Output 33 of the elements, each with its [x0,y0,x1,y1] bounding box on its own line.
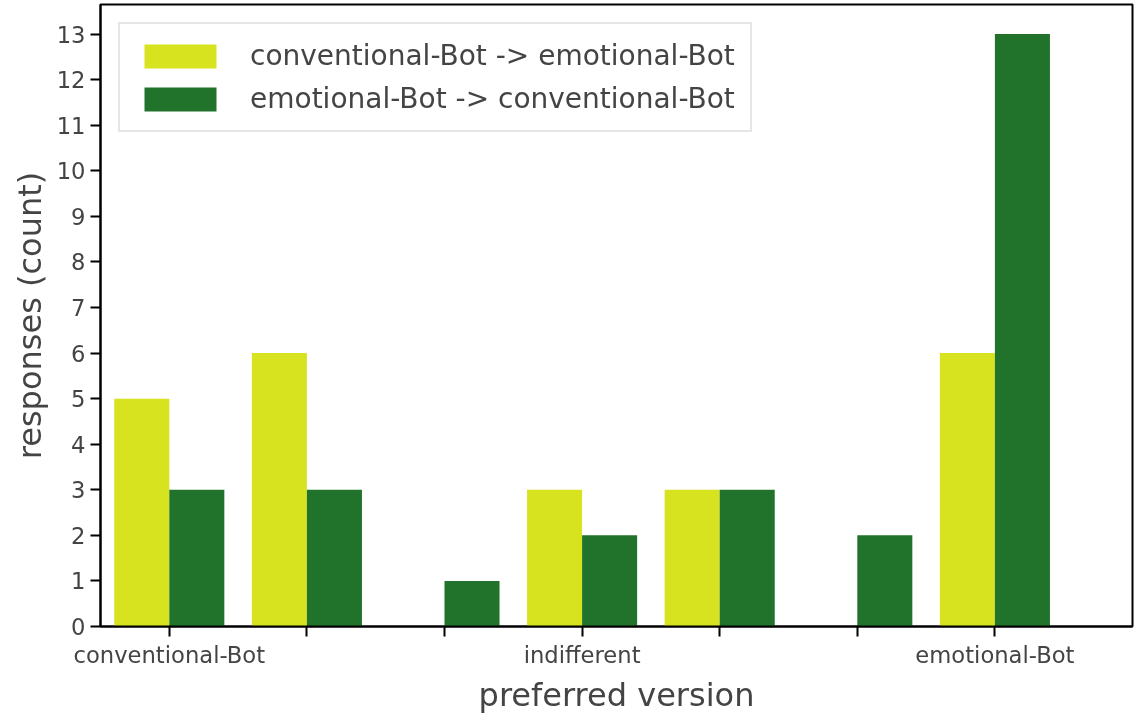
x-tick-label: conventional-Bot [73,641,266,668]
bar [527,489,583,627]
y-tick-label: 5 [71,386,86,413]
y-tick-label: 13 [56,21,86,48]
bar [857,535,913,627]
y-tick-label: 8 [71,249,86,276]
y-tick-label: 0 [71,614,86,640]
y-tick-label: 7 [71,295,86,322]
y-tick-label: 4 [71,431,86,458]
x-tick-label: emotional-Bot [915,641,1075,668]
bar [444,580,500,627]
legend-label: emotional-Bot -> conventional-Bot [250,82,735,115]
y-tick-label: 11 [56,112,86,139]
y-axis-title: responses (count) [10,171,49,460]
y-tick-label: 10 [56,158,86,185]
legend-label: conventional-Bot -> emotional-Bot [250,39,735,72]
bar [306,489,362,627]
bar [251,353,307,627]
x-axis-title: preferred version [478,675,755,714]
bar [939,353,995,627]
y-tick-label: 2 [71,522,86,549]
bar [169,489,225,627]
x-tick-label: indifferent [523,641,641,668]
y-tick-label: 1 [71,568,86,595]
bar [719,489,775,627]
bar [582,535,638,627]
y-tick-label: 3 [71,477,86,504]
bar [114,398,170,627]
y-tick-label: 12 [56,67,86,94]
y-tick-label: 6 [71,340,86,367]
bar [994,34,1050,627]
bar [664,489,720,627]
y-tick-label: 9 [71,203,86,230]
